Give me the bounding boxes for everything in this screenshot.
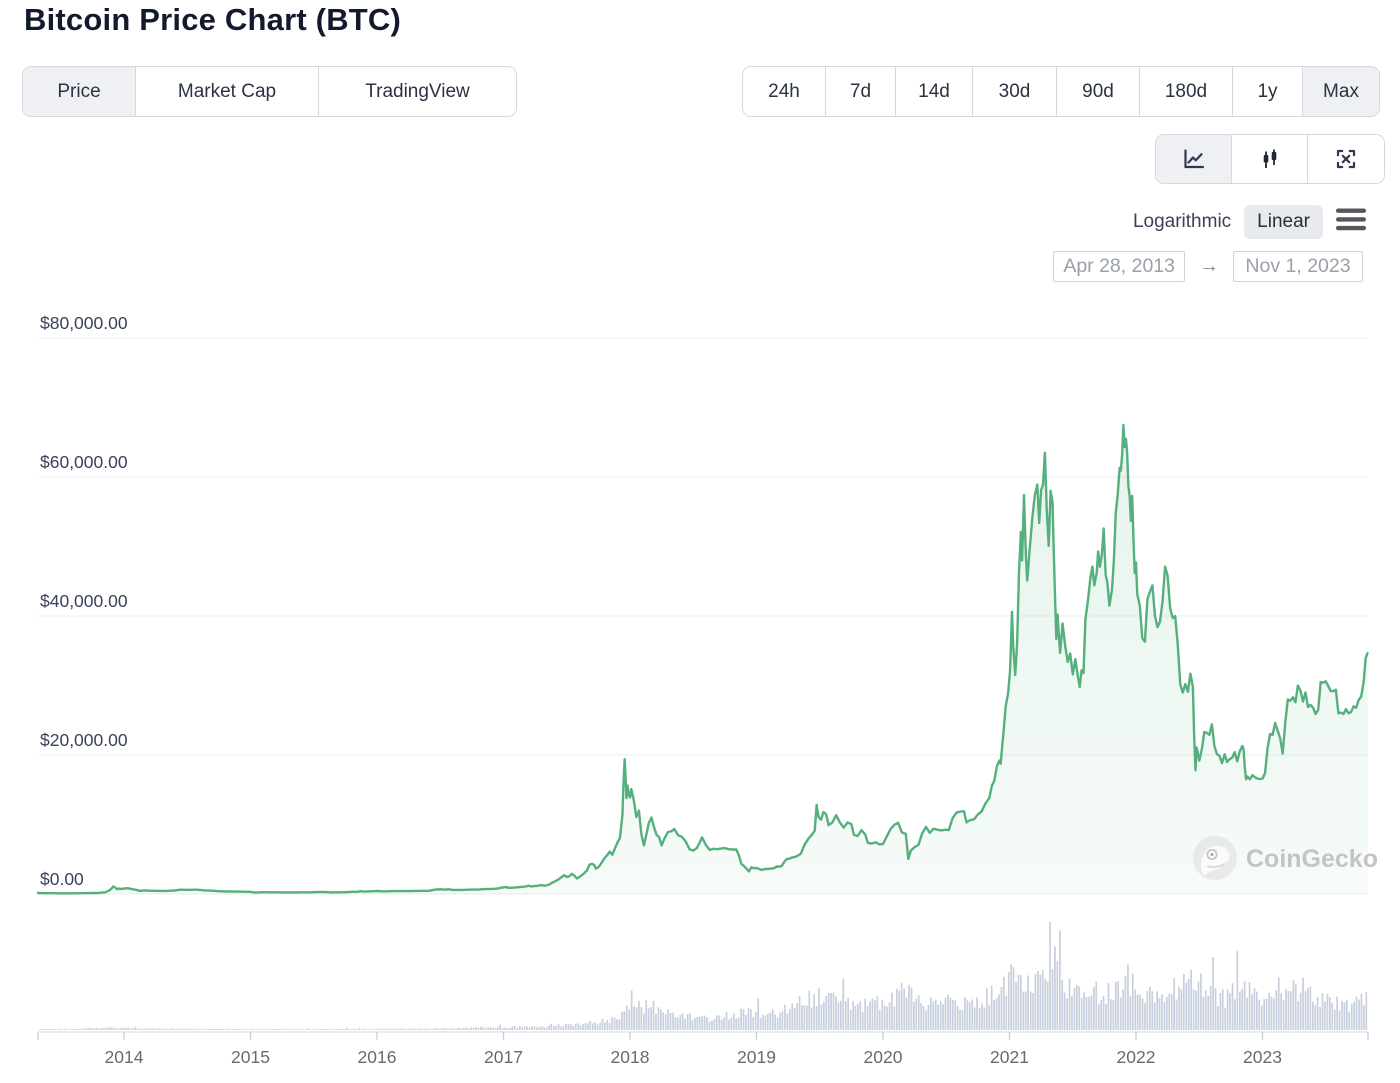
svg-text:2017: 2017 — [484, 1047, 523, 1067]
svg-text:2022: 2022 — [1117, 1047, 1156, 1067]
svg-text:2014: 2014 — [105, 1047, 144, 1067]
svg-text:$0.00: $0.00 — [40, 869, 84, 889]
hamburger-icon — [1336, 208, 1366, 236]
start-date-input[interactable]: Apr 28, 2013 — [1053, 250, 1185, 282]
range-14d[interactable]: 14d — [896, 67, 973, 116]
svg-text:$20,000.00: $20,000.00 — [40, 730, 128, 750]
page-title: Bitcoin Price Chart (BTC) — [24, 2, 402, 37]
line-chart-icon — [1181, 146, 1207, 172]
fullscreen-button[interactable] — [1308, 135, 1384, 183]
svg-text:2015: 2015 — [231, 1047, 270, 1067]
watermark-label: CoinGecko — [1246, 845, 1378, 873]
line-chart-button[interactable] — [1156, 135, 1232, 183]
price-chart[interactable]: $80,000.00 $60,000.00 $40,000.00 $20,000.00… — [0, 293, 1400, 1083]
time-range-group: 24h 7d 14d 30d 90d 180d 1y Max — [742, 66, 1380, 117]
menu-button[interactable] — [1336, 208, 1366, 236]
scale-toggle: Logarithmic Linear — [1133, 203, 1366, 241]
range-30d[interactable]: 30d — [973, 67, 1057, 116]
candlestick-icon — [1257, 146, 1283, 172]
y-axis-labels: $80,000.00 $60,000.00 $40,000.00 $20,000.00… — [40, 313, 128, 889]
range-180d[interactable]: 180d — [1140, 67, 1233, 116]
end-date-input[interactable]: Nov 1, 2023 — [1233, 250, 1363, 282]
arrow-right-icon: → — [1199, 254, 1219, 277]
x-axis — [37, 1031, 1369, 1040]
range-1y[interactable]: 1y — [1233, 67, 1303, 116]
expand-icon — [1333, 146, 1359, 172]
linear-toggle[interactable]: Linear — [1244, 205, 1323, 239]
price-line — [36, 423, 1369, 895]
tab-tradingview[interactable]: TradingView — [319, 67, 516, 116]
chart-tab-group: Price Market Cap TradingView — [22, 66, 517, 117]
volume-bars — [39, 921, 1368, 1030]
candlestick-button[interactable] — [1232, 135, 1308, 183]
price-area-fill — [38, 424, 1368, 894]
svg-text:2023: 2023 — [1243, 1047, 1282, 1067]
svg-text:2019: 2019 — [737, 1047, 776, 1067]
gecko-pupil — [1210, 852, 1214, 857]
svg-text:$40,000.00: $40,000.00 — [40, 591, 128, 611]
svg-text:$60,000.00: $60,000.00 — [40, 452, 128, 472]
svg-text:2018: 2018 — [611, 1047, 650, 1067]
logarithmic-toggle[interactable]: Logarithmic — [1132, 211, 1232, 232]
date-range: Apr 28, 2013 → Nov 1, 2023 — [1053, 249, 1363, 283]
svg-text:2020: 2020 — [864, 1047, 903, 1067]
svg-text:2021: 2021 — [990, 1047, 1029, 1067]
svg-text:2016: 2016 — [358, 1047, 397, 1067]
tab-market-cap[interactable]: Market Cap — [136, 67, 319, 116]
tab-price[interactable]: Price — [23, 67, 136, 116]
gecko-mouth — [1206, 863, 1226, 868]
chart-type-group — [1155, 134, 1385, 184]
coingecko-watermark: CoinGecko — [1193, 836, 1378, 880]
range-24h[interactable]: 24h — [743, 67, 826, 116]
x-axis-labels: 2014 2015 2016 2017 2018 2019 2020 2021 2022 2023 — [105, 1047, 1282, 1067]
range-max[interactable]: Max — [1303, 67, 1379, 116]
range-7d[interactable]: 7d — [826, 67, 896, 116]
range-90d[interactable]: 90d — [1057, 67, 1140, 116]
svg-text:$80,000.00: $80,000.00 — [40, 313, 128, 333]
